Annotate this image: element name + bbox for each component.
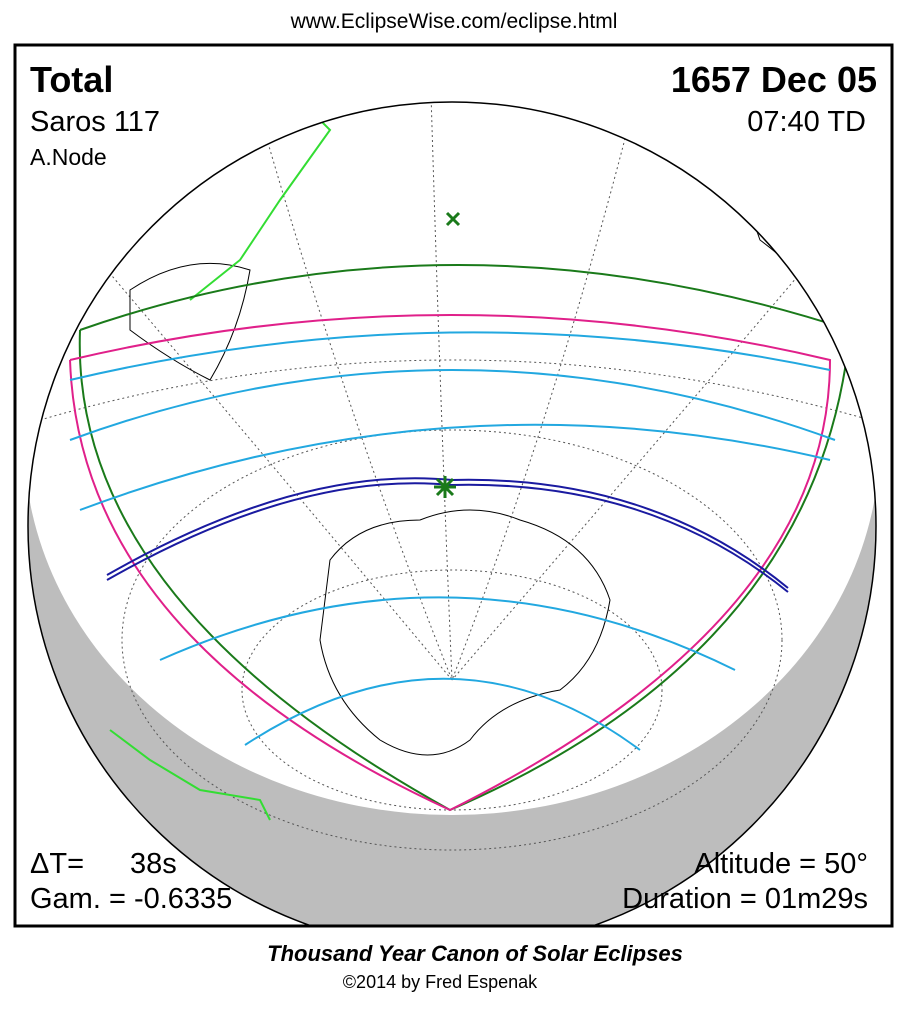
copyright: ©2014 by Fred Espenak: [343, 972, 538, 992]
globe-outline: [27, 101, 877, 925]
day-side: [28, 102, 876, 815]
eclipse-marks: [434, 211, 461, 498]
eclipse-type: Total: [30, 59, 113, 100]
globe-group: [27, 101, 877, 925]
altitude: Altitude = 50°: [694, 848, 868, 880]
frame: [13, 43, 894, 928]
node: A.Node: [30, 144, 107, 170]
date: 1657 Dec 05: [671, 59, 877, 100]
delta-t-label: ΔT=: [30, 848, 84, 880]
graticule: [39, 102, 871, 851]
url: www.EclipseWise.com/eclipse.html: [290, 10, 618, 33]
time: 07:40 TD: [747, 106, 866, 138]
delta-t: 38s: [130, 848, 177, 880]
saros: Saros 117: [30, 106, 160, 138]
gamma: Gam. = -0.6335: [30, 883, 232, 915]
duration: Duration = 01m29s: [622, 883, 868, 915]
footer-title: Thousand Year Canon of Solar Eclipses: [267, 941, 683, 966]
